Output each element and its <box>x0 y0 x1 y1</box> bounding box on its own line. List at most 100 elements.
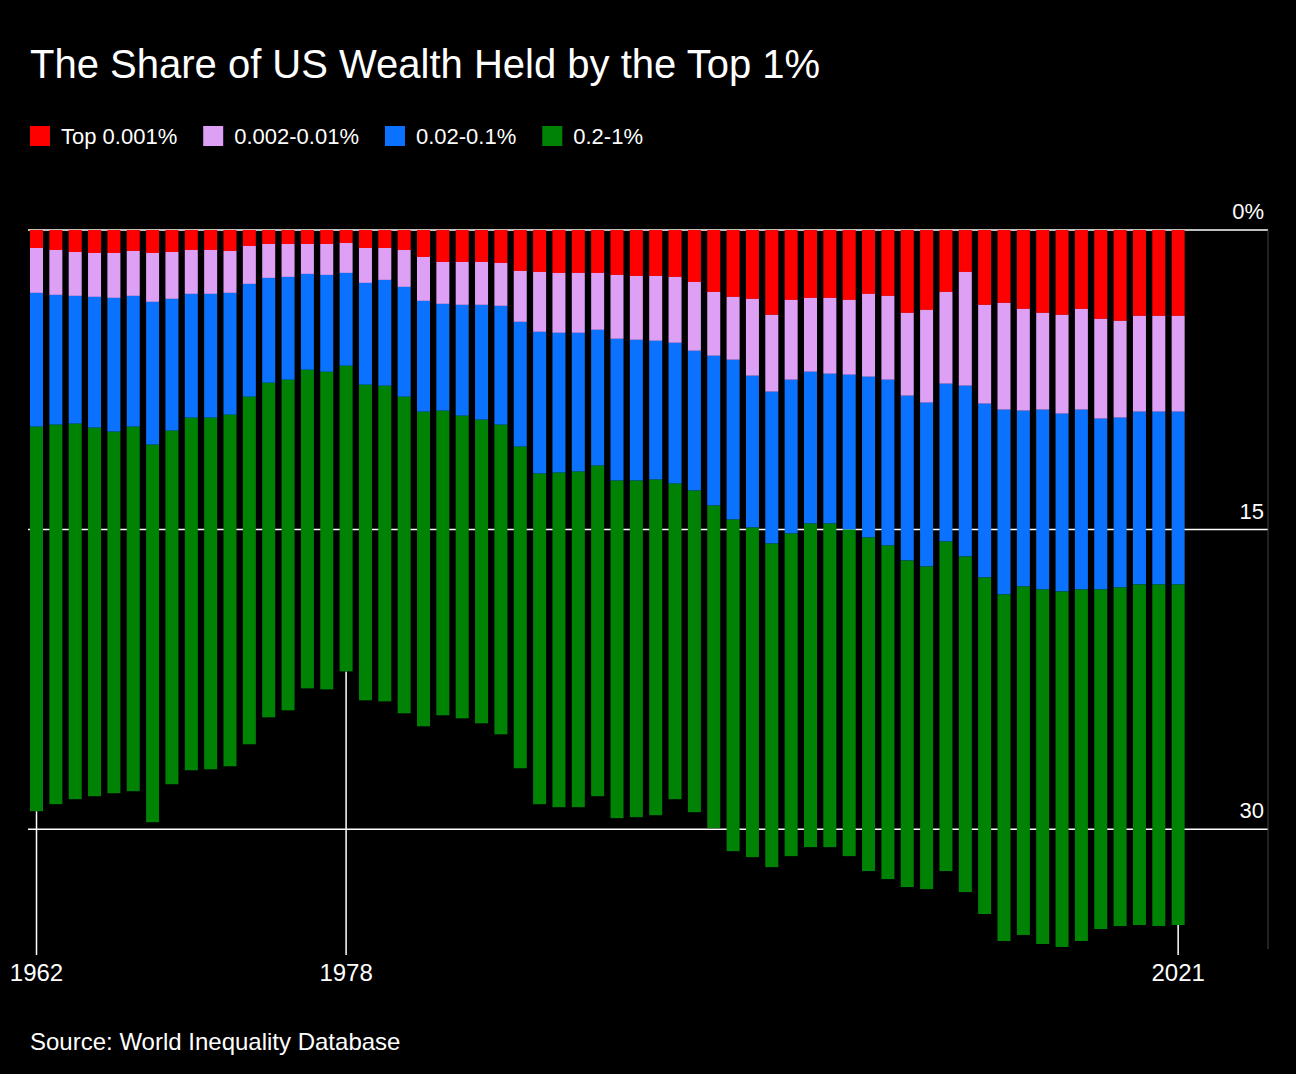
bar-segment <box>688 491 701 813</box>
bar-segment <box>185 294 198 418</box>
bar-segment <box>1075 590 1088 942</box>
bar-segment <box>572 230 585 273</box>
bar-segment <box>727 520 740 852</box>
bar-segment <box>204 250 217 294</box>
bar-segment <box>533 332 546 474</box>
bar-segment <box>998 410 1011 595</box>
bar-segment <box>959 386 972 557</box>
bar-segment <box>185 250 198 294</box>
x-tick-label: 1978 <box>319 959 372 986</box>
bar-segment <box>881 380 894 546</box>
bar-segment <box>862 377 875 538</box>
legend-label: 0.02-0.1% <box>416 124 516 149</box>
bar-segment <box>881 296 894 380</box>
bar-segment <box>165 299 178 431</box>
bar-segment <box>920 403 933 567</box>
bar-segment <box>765 230 778 315</box>
bar-segment <box>49 425 62 804</box>
bar-segment <box>843 230 856 300</box>
bar-segment <box>417 257 430 301</box>
bar-segment <box>1036 230 1049 313</box>
bar-segment <box>901 561 914 888</box>
bar-segment <box>1017 309 1030 411</box>
bar-segment <box>1114 321 1127 418</box>
bar-segment <box>340 273 353 366</box>
bar-segment <box>707 356 720 506</box>
bar-segment <box>533 230 546 272</box>
bar-segment <box>572 333 585 472</box>
bar-segment <box>746 230 759 299</box>
bar-segment <box>862 294 875 377</box>
bar-segment <box>436 411 449 716</box>
bar-segment <box>1036 410 1049 590</box>
bar-segment <box>224 251 237 293</box>
bar-segment <box>165 252 178 299</box>
bar-segment <box>843 530 856 857</box>
legend-swatch <box>385 126 405 146</box>
bar-segment <box>30 230 43 248</box>
bar-segment <box>1075 410 1088 590</box>
bar-segment <box>243 284 256 397</box>
bar-segment <box>436 230 449 262</box>
bar-segment <box>765 544 778 868</box>
bar-segment <box>1056 591 1069 947</box>
bar-segment <box>185 418 198 771</box>
bar-segment <box>1152 585 1165 927</box>
bar-segment <box>127 296 140 427</box>
bar-segment <box>843 300 856 375</box>
bar-segment <box>301 244 314 274</box>
bar-segment <box>378 248 391 280</box>
bar-segment <box>669 343 682 484</box>
bar-segment <box>243 397 256 745</box>
bar-segment <box>262 244 275 278</box>
bar-segment <box>765 315 778 392</box>
bar-segment <box>804 230 817 298</box>
bar-segment <box>1094 319 1107 419</box>
bar-segment <box>630 230 643 276</box>
bar-segment <box>301 230 314 244</box>
bar-segment <box>1133 316 1146 412</box>
bar-segment <box>707 230 720 292</box>
bar-segment <box>1133 585 1146 926</box>
bar-segment <box>785 300 798 380</box>
legend-label: 0.2-1% <box>573 124 643 149</box>
bar-segment <box>49 295 62 425</box>
bar-segment <box>398 250 411 287</box>
bar-segment <box>282 230 295 244</box>
bar-segment <box>920 567 933 890</box>
bar-segment <box>572 472 585 808</box>
legend-swatch <box>203 126 223 146</box>
bar-segment <box>611 481 624 819</box>
bar-segment <box>939 384 952 542</box>
bar-segment <box>475 230 488 262</box>
source: Source: World Inequality Database <box>30 1028 400 1055</box>
bar-segment <box>494 306 507 425</box>
bar-segment <box>456 305 469 416</box>
bar-segment <box>572 273 585 333</box>
bar-segment <box>1172 585 1185 926</box>
bar-segment <box>533 474 546 805</box>
bar-segment <box>107 432 120 793</box>
bar-segment <box>1056 230 1069 315</box>
bar-segment <box>1094 230 1107 319</box>
y-tick-label: 30 <box>1240 798 1264 823</box>
x-tick-label: 2021 <box>1151 959 1204 986</box>
bar-segment <box>1133 412 1146 585</box>
bar-segment <box>881 230 894 296</box>
bar-segment <box>1094 419 1107 590</box>
bar-segment <box>939 542 952 872</box>
bar-segment <box>727 230 740 297</box>
x-tick <box>36 811 38 955</box>
bar-segment <box>998 594 1011 941</box>
bar-segment <box>823 298 836 374</box>
bar-segment <box>262 230 275 244</box>
bar-segment <box>552 230 565 273</box>
bar-segment <box>30 427 43 811</box>
bar-segment <box>88 253 101 297</box>
bar-segment <box>436 304 449 411</box>
bar-segment <box>1017 411 1030 587</box>
bar-segment <box>1133 230 1146 316</box>
bar-segment <box>185 230 198 250</box>
bar-segment <box>901 230 914 313</box>
bar-segment <box>359 230 372 248</box>
